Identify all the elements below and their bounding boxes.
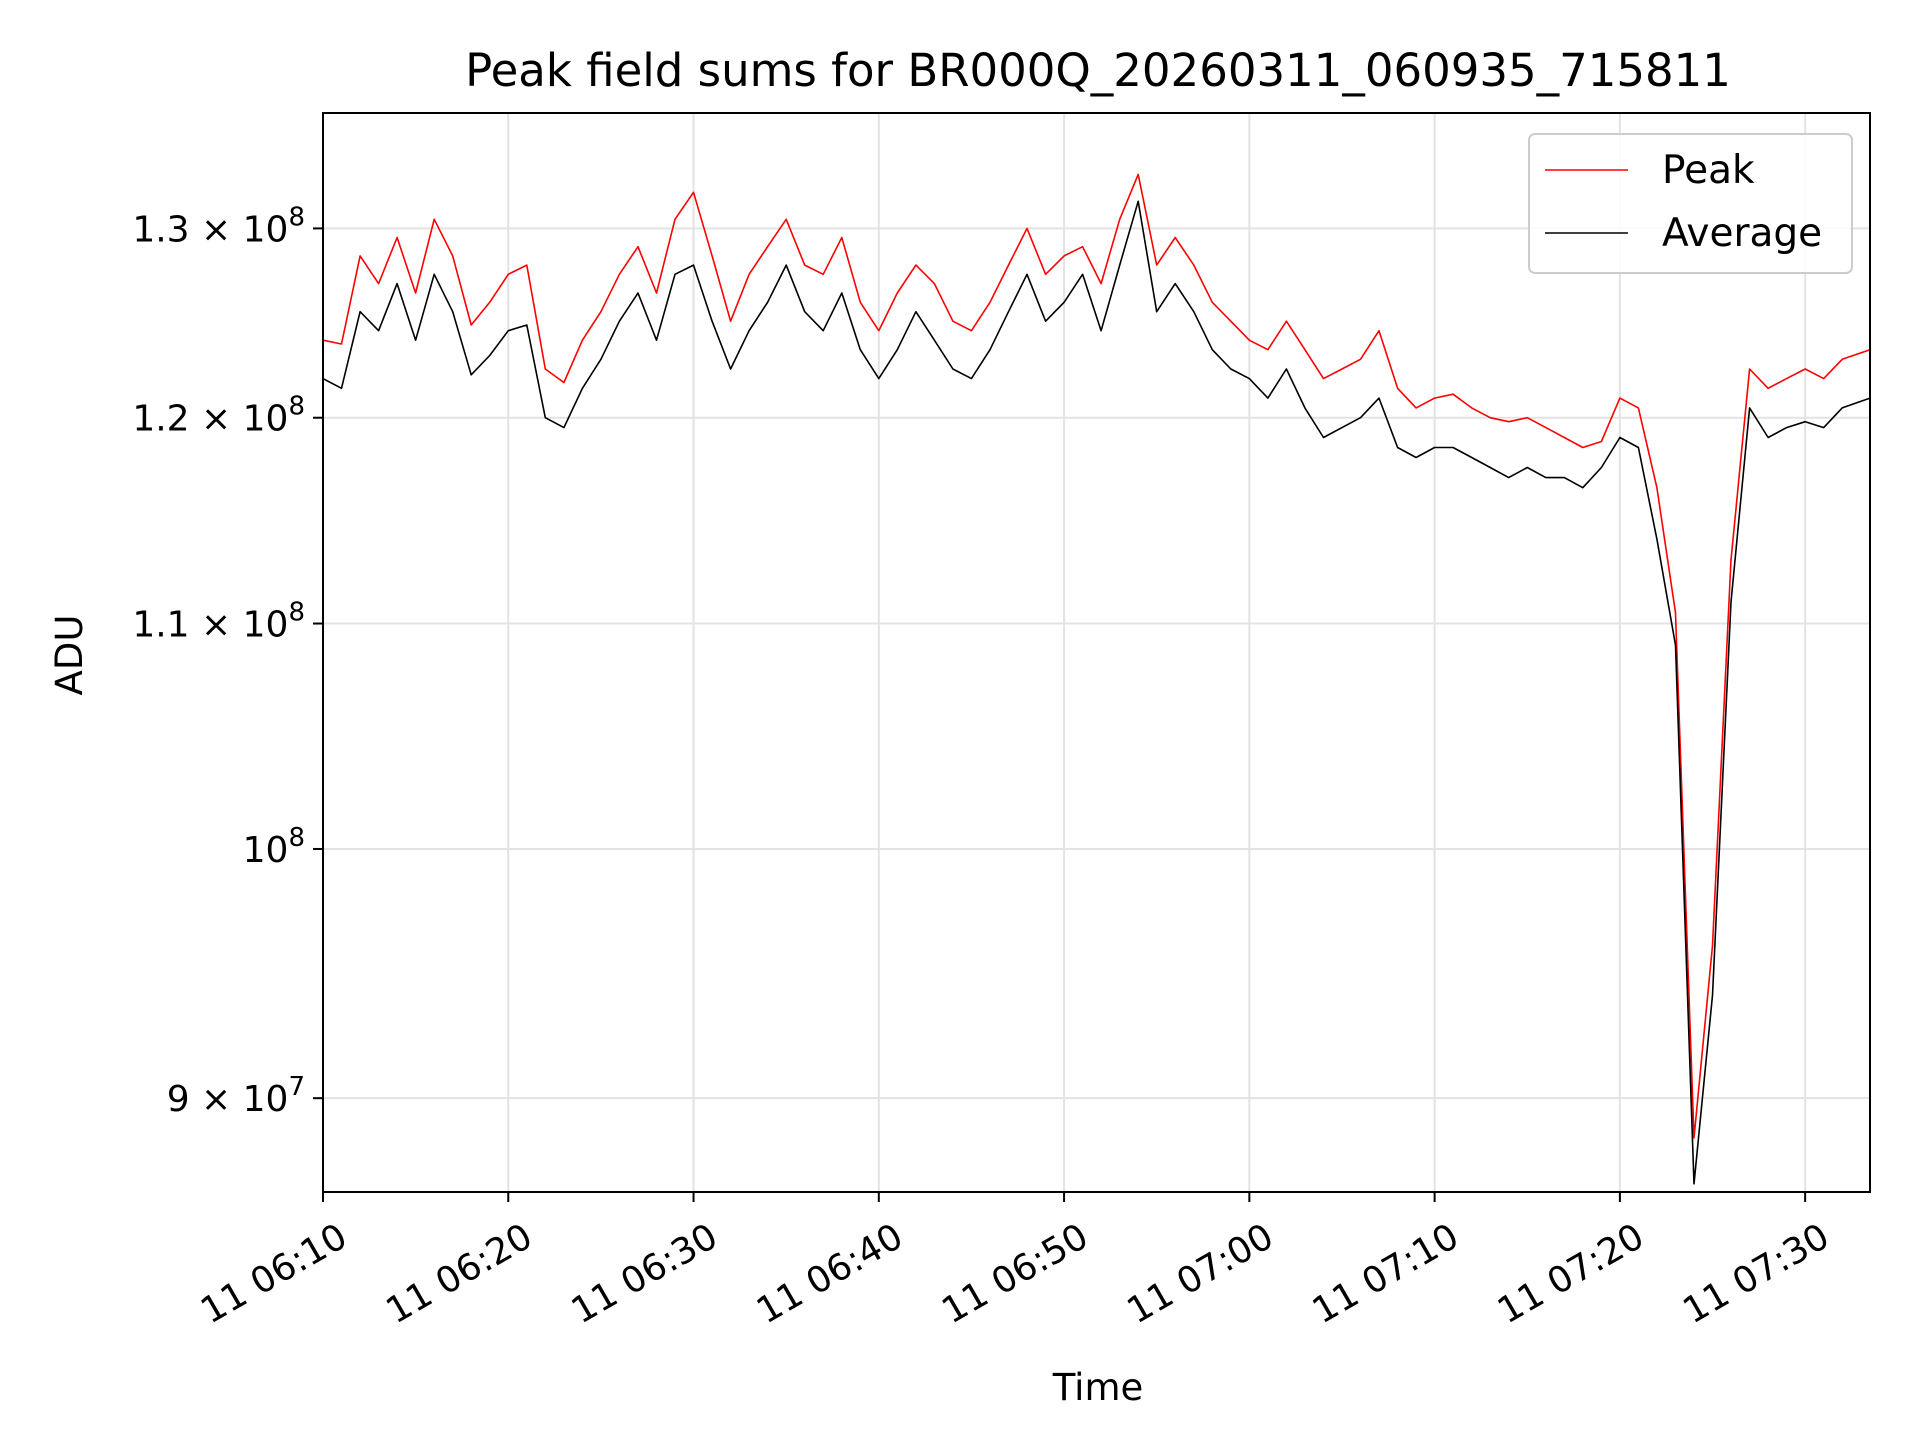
legend-label-average: Average	[1662, 211, 1822, 256]
series-line-peak	[322, 173, 1871, 1139]
series-line-average	[322, 200, 1871, 1185]
legend-label-peak: Peak	[1662, 148, 1755, 193]
y-tick-label: 1.1 × 108	[132, 598, 305, 646]
x-axis-label: Time	[1052, 1366, 1144, 1409]
plot-frame	[322, 112, 1871, 1193]
y-tick-label: 108	[243, 823, 305, 871]
legend-box	[1528, 133, 1853, 274]
chart-title: Peak field sums for BR000Q_20260311_0609…	[465, 44, 1731, 97]
y-axis-ticks: 9 × 107 108 1.1 × 108 1.2 × 108 1.3 × 108	[132, 202, 323, 1120]
series-layer	[322, 173, 1871, 1185]
y-tick-label: 1.2 × 108	[132, 392, 305, 440]
y-axis-label: ADU	[48, 615, 91, 696]
grid	[322, 113, 1870, 1192]
legend: Peak Average	[1528, 133, 1853, 274]
y-tick-label: 1.3 × 108	[132, 202, 305, 250]
y-tick-label: 9 × 107	[167, 1072, 305, 1120]
